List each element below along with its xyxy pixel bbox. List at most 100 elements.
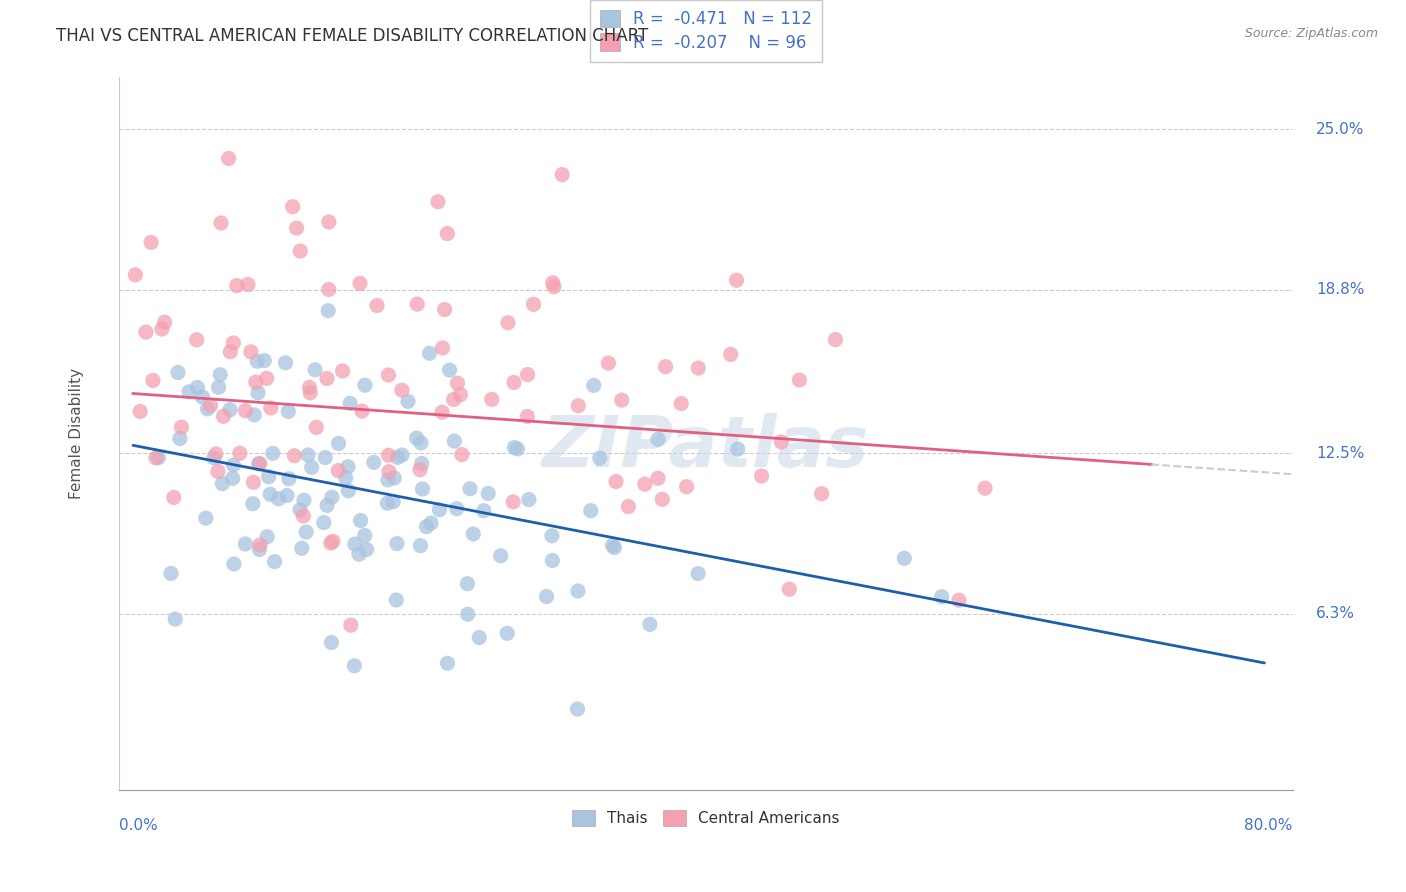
Point: [446, 376, 468, 391]
Point: [778, 582, 800, 597]
Point: [191, 390, 214, 404]
Point: [301, 460, 323, 475]
Text: 80.0%: 80.0%: [1244, 819, 1292, 833]
Text: ZIPatlas: ZIPatlas: [543, 413, 869, 483]
Point: [207, 380, 229, 394]
Point: [318, 215, 340, 229]
Point: [236, 277, 259, 292]
Point: [259, 487, 281, 501]
Point: [411, 482, 433, 496]
Point: [377, 448, 399, 462]
Point: [378, 465, 401, 479]
Point: [377, 496, 399, 510]
Point: [200, 398, 222, 412]
Point: [263, 555, 285, 569]
Point: [634, 477, 657, 491]
Point: [145, 450, 167, 465]
Point: [605, 475, 627, 489]
Point: [305, 420, 328, 434]
Point: [541, 276, 564, 290]
Point: [496, 626, 519, 640]
Point: [603, 541, 626, 555]
Point: [579, 504, 602, 518]
Point: [142, 374, 165, 388]
Point: [247, 385, 270, 400]
Point: [363, 455, 385, 469]
Point: [810, 487, 832, 501]
Point: [167, 366, 190, 380]
Point: [332, 364, 354, 378]
Point: [229, 446, 252, 460]
Text: Source: ZipAtlas.com: Source: ZipAtlas.com: [1244, 27, 1378, 40]
Point: [135, 325, 157, 339]
Point: [582, 378, 605, 392]
Legend: Thais, Central Americans: Thais, Central Americans: [565, 804, 846, 832]
Text: Female Disability: Female Disability: [69, 368, 84, 500]
Point: [429, 502, 451, 516]
Point: [177, 384, 200, 399]
Point: [387, 450, 409, 465]
Point: [129, 404, 152, 418]
Point: [222, 557, 245, 571]
Point: [256, 530, 278, 544]
Point: [610, 393, 633, 408]
Point: [382, 471, 405, 485]
Point: [406, 297, 429, 311]
Point: [249, 457, 271, 471]
Point: [245, 375, 267, 389]
Point: [335, 471, 357, 485]
Point: [292, 493, 315, 508]
Point: [290, 244, 312, 258]
Point: [443, 392, 465, 407]
Point: [675, 480, 697, 494]
Point: [457, 607, 479, 622]
Point: [312, 516, 335, 530]
Point: [340, 618, 363, 632]
Point: [948, 593, 970, 607]
Text: THAI VS CENTRAL AMERICAN FEMALE DISABILITY CORRELATION CHART: THAI VS CENTRAL AMERICAN FEMALE DISABILI…: [56, 27, 648, 45]
Text: 6.3%: 6.3%: [1316, 607, 1355, 621]
Point: [893, 551, 915, 566]
Point: [339, 396, 361, 410]
Point: [316, 303, 339, 318]
Point: [207, 464, 229, 478]
Point: [751, 469, 773, 483]
Point: [433, 302, 456, 317]
Point: [153, 315, 176, 329]
Point: [411, 457, 433, 471]
Point: [295, 524, 318, 539]
Point: [285, 221, 308, 235]
Point: [277, 472, 299, 486]
Point: [598, 356, 620, 370]
Point: [321, 490, 343, 504]
Point: [824, 333, 846, 347]
Point: [242, 475, 264, 490]
Point: [356, 542, 378, 557]
Point: [651, 492, 673, 507]
Point: [427, 194, 450, 209]
Point: [436, 227, 458, 241]
Text: 0.0%: 0.0%: [120, 819, 157, 833]
Point: [319, 536, 342, 550]
Point: [292, 508, 315, 523]
Point: [451, 448, 474, 462]
Point: [246, 354, 269, 368]
Point: [343, 658, 366, 673]
Point: [502, 495, 524, 509]
Point: [350, 514, 373, 528]
Point: [589, 451, 612, 466]
Point: [186, 333, 208, 347]
Point: [481, 392, 503, 407]
Point: [165, 612, 187, 626]
Point: [316, 371, 339, 385]
Point: [222, 458, 245, 472]
Point: [506, 442, 529, 456]
Point: [288, 503, 311, 517]
Point: [405, 431, 427, 445]
Point: [551, 168, 574, 182]
Point: [267, 491, 290, 506]
Point: [727, 442, 749, 456]
Point: [617, 500, 640, 514]
Point: [281, 200, 304, 214]
Point: [456, 576, 478, 591]
